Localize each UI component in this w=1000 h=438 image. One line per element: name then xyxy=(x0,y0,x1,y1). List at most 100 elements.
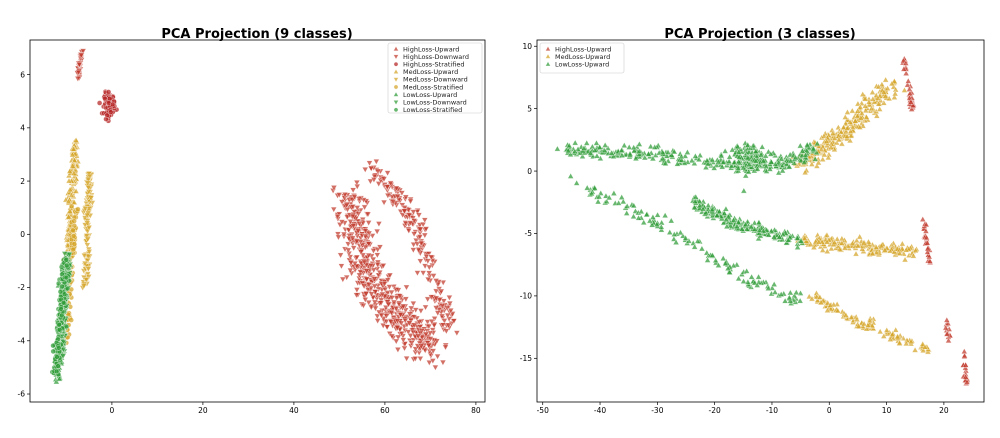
data-point xyxy=(338,219,346,226)
data-point xyxy=(623,209,630,216)
data-point xyxy=(593,139,600,146)
x-tick-label: -30 xyxy=(651,406,663,415)
data-point xyxy=(804,141,811,148)
data-point xyxy=(756,226,763,233)
data-point xyxy=(608,149,615,156)
data-point xyxy=(722,216,730,223)
data-point xyxy=(341,192,349,198)
data-point xyxy=(340,231,348,238)
data-point xyxy=(383,324,391,331)
data-point xyxy=(688,157,696,164)
data-point xyxy=(81,253,88,259)
legend-label: HighLoss-Stratified xyxy=(403,61,464,69)
data-point xyxy=(432,288,440,295)
data-point xyxy=(376,270,384,276)
data-point xyxy=(748,273,755,280)
data-point xyxy=(416,226,424,233)
data-point xyxy=(384,184,391,191)
data-point xyxy=(441,318,448,325)
data-point xyxy=(767,150,775,157)
data-point xyxy=(826,301,834,308)
data-point xyxy=(752,157,760,164)
data-point xyxy=(379,291,386,298)
data-point xyxy=(432,295,440,302)
data-point xyxy=(601,147,608,153)
chart-title: PCA Projection (3 classes) xyxy=(664,27,855,42)
data-point xyxy=(712,257,719,263)
data-point xyxy=(796,297,804,304)
data-point xyxy=(831,239,838,246)
legend-label: MedLoss-Stratified xyxy=(403,83,463,91)
data-point xyxy=(794,243,801,250)
legend-marker xyxy=(393,77,399,83)
y-tick-label: 0 xyxy=(527,167,532,176)
data-point xyxy=(765,285,772,291)
data-point xyxy=(704,256,711,263)
data-point xyxy=(874,94,882,101)
plot-frame xyxy=(29,39,486,403)
data-point xyxy=(57,289,64,295)
data-point xyxy=(351,194,358,201)
data-point xyxy=(787,297,794,304)
data-point xyxy=(863,113,870,120)
data-point xyxy=(678,156,685,163)
data-point xyxy=(944,320,952,326)
data-point xyxy=(888,80,896,87)
y-tick-label: 10 xyxy=(522,42,532,51)
data-point xyxy=(857,114,865,121)
data-point xyxy=(944,330,951,337)
data-point xyxy=(410,231,418,238)
legend-label: MedLoss-Downward xyxy=(403,76,468,84)
data-point xyxy=(945,337,952,344)
data-point xyxy=(384,290,391,297)
data-point xyxy=(343,202,350,209)
data-point xyxy=(659,149,666,156)
legend-marker xyxy=(393,46,399,51)
data-point xyxy=(75,69,82,76)
data-point xyxy=(69,162,76,169)
data-point xyxy=(424,319,431,326)
data-point xyxy=(838,235,846,242)
x-tick-label: -40 xyxy=(594,406,606,415)
data-point xyxy=(72,187,80,194)
data-point xyxy=(85,225,93,231)
data-point xyxy=(362,244,369,251)
chart-3-classes: PCA Projection (3 classes) -50 -40 -30 -20-… xyxy=(520,27,985,415)
data-point xyxy=(635,214,642,221)
data-point xyxy=(565,147,572,154)
data-point xyxy=(84,220,91,227)
data-point xyxy=(436,297,443,304)
data-point xyxy=(410,314,418,321)
data-point xyxy=(783,160,790,167)
legend-marker xyxy=(393,68,399,74)
data-point xyxy=(864,321,872,328)
legend-marker xyxy=(393,54,399,60)
data-point xyxy=(336,192,343,199)
data-point xyxy=(65,177,73,184)
data-point xyxy=(96,100,103,106)
data-point xyxy=(419,270,427,277)
data-point xyxy=(735,148,743,155)
data-point xyxy=(662,160,669,166)
data-point xyxy=(873,112,881,119)
data-point xyxy=(65,198,72,204)
data-point xyxy=(924,239,931,246)
data-point xyxy=(396,293,404,300)
data-point xyxy=(362,228,369,235)
data-point xyxy=(371,299,379,306)
data-point xyxy=(84,236,91,243)
data-point xyxy=(618,193,625,200)
data-point xyxy=(811,155,819,162)
data-point xyxy=(852,117,859,124)
data-point xyxy=(415,247,422,253)
data-point xyxy=(696,151,704,158)
data-point xyxy=(702,164,710,170)
legend-label: LowLoss-Downward xyxy=(403,99,467,107)
data-point xyxy=(428,294,435,301)
data-point xyxy=(912,247,919,253)
data-point xyxy=(880,88,888,95)
data-point xyxy=(66,186,74,193)
data-point xyxy=(356,272,363,279)
data-point xyxy=(648,221,656,228)
data-point xyxy=(591,146,599,153)
